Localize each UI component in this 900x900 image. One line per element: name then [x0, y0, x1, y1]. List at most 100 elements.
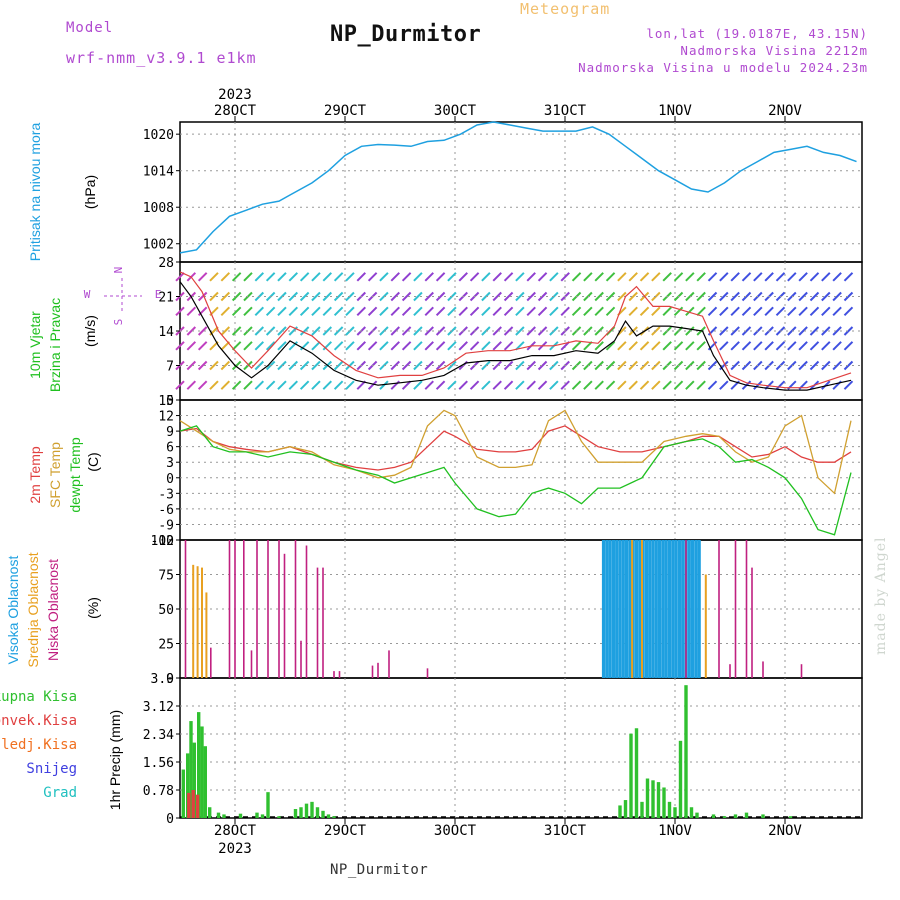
wind-barb	[390, 272, 400, 282]
wind-barb	[220, 306, 231, 316]
wind-barb	[707, 360, 718, 371]
wind-barb	[175, 380, 185, 390]
wind-barb	[379, 291, 389, 302]
wind-barb	[345, 306, 355, 316]
wind-barb	[843, 272, 854, 282]
temp-dewpt-line	[179, 425, 852, 536]
wind-barb	[458, 306, 468, 316]
wind-barb	[311, 291, 321, 302]
cloud-srednja-bar	[641, 540, 643, 678]
wind-barb	[662, 341, 672, 351]
wind-barb	[356, 306, 366, 316]
wind-barb	[288, 380, 299, 390]
wind-barb	[379, 360, 389, 371]
precip-ukupna-bar	[203, 746, 207, 818]
wind-barb	[311, 326, 321, 336]
wind-barb	[220, 326, 231, 336]
wind-barb	[265, 341, 276, 351]
wind-barb	[390, 291, 400, 302]
wind-barb	[492, 291, 502, 302]
panel-frame-temperature	[179, 399, 863, 541]
wind-barb	[209, 380, 219, 390]
cloud-niska-bar	[256, 540, 258, 678]
wind-barb	[515, 326, 525, 336]
wind-barb	[401, 380, 412, 390]
wind-barb	[685, 306, 695, 316]
wind-barb	[401, 341, 412, 351]
wind-barb	[696, 380, 706, 390]
wind-barb	[537, 306, 548, 316]
precip-ukupna-bar	[304, 803, 309, 818]
precip-ukupna-bar	[673, 807, 677, 818]
wind-barb	[741, 341, 752, 351]
wind-barb	[209, 272, 219, 282]
wind-barb	[435, 306, 446, 316]
wind-barb	[322, 380, 332, 390]
wind-barb	[345, 272, 355, 282]
wind-barb	[821, 360, 831, 371]
wind-barb	[639, 380, 650, 390]
ylabel-wind-2: Brzina i Pravac	[47, 298, 63, 392]
top-date-label: 2NOV	[768, 103, 802, 119]
wind-barb	[311, 306, 321, 316]
wind-barb	[809, 272, 820, 282]
cloud-niska-bar	[751, 567, 753, 678]
wind-barb	[662, 380, 672, 390]
precip-ukupna-bar	[618, 805, 622, 818]
ytick-label-pressure: 1020	[143, 128, 174, 143]
ytick-label-clouds: 100	[151, 534, 174, 549]
top-date-label: 31OCT	[544, 103, 587, 119]
wind-barb	[583, 380, 593, 390]
bottom-year-label: 2023	[218, 841, 252, 857]
precip-konvek-bar	[191, 790, 195, 818]
cloud-visoka-bar	[618, 540, 622, 678]
wind-barb	[617, 272, 627, 282]
wind-barb	[424, 306, 434, 316]
wind-barb	[673, 272, 684, 282]
precip-ukupna-bar	[181, 769, 185, 818]
wind-barb	[662, 306, 672, 316]
wind-barb	[583, 326, 593, 336]
precip-ukupna-bar	[277, 816, 281, 818]
wind-barb	[469, 306, 480, 316]
wind-barb	[379, 326, 389, 336]
wind-barb	[265, 272, 276, 282]
wind-barb	[741, 326, 752, 336]
wind-barb	[707, 291, 718, 302]
wind-barb	[605, 306, 616, 316]
ylabel-wind-unit: (m/s)	[82, 315, 98, 347]
wind-barb	[367, 341, 378, 351]
wind-barb	[379, 341, 389, 351]
wind-barb	[447, 380, 457, 390]
wind-barb	[503, 360, 514, 371]
cloud-niska-bar	[305, 545, 308, 678]
cloud-niska-bar	[371, 665, 374, 678]
wind-barb	[571, 306, 582, 316]
precip-ukupna-bar	[678, 740, 683, 818]
wind-barb	[685, 326, 695, 336]
ytick-label-wind: 0	[166, 394, 174, 409]
wind-barb	[481, 380, 491, 390]
wind-barb	[379, 272, 389, 282]
cloud-visoka-bar	[687, 540, 691, 678]
wind-barb	[288, 291, 299, 302]
wind-barb	[413, 326, 423, 336]
cloud-niska-bar	[426, 668, 429, 678]
wind-barb	[605, 272, 616, 282]
precip-ukupna-bar	[645, 778, 650, 818]
wind-barb	[673, 341, 684, 351]
cloud-niska-bar	[243, 540, 245, 678]
wind-barb	[843, 306, 854, 316]
wind-barb	[299, 306, 310, 316]
wind-barb	[583, 306, 593, 316]
cloud-visoka-bar	[615, 540, 619, 678]
cloud-visoka-bar	[631, 540, 635, 678]
ylabel-precip: 1hr Precip (mm)	[107, 710, 123, 810]
wind-barb	[832, 360, 842, 371]
cloud-visoka-bar	[694, 540, 698, 678]
wind-barb	[651, 306, 661, 316]
wind-barb	[197, 360, 208, 371]
wind-barb	[651, 272, 661, 282]
ytick-label-precip: 3.12	[143, 700, 174, 715]
ytick-label-wind: 28	[158, 256, 174, 271]
